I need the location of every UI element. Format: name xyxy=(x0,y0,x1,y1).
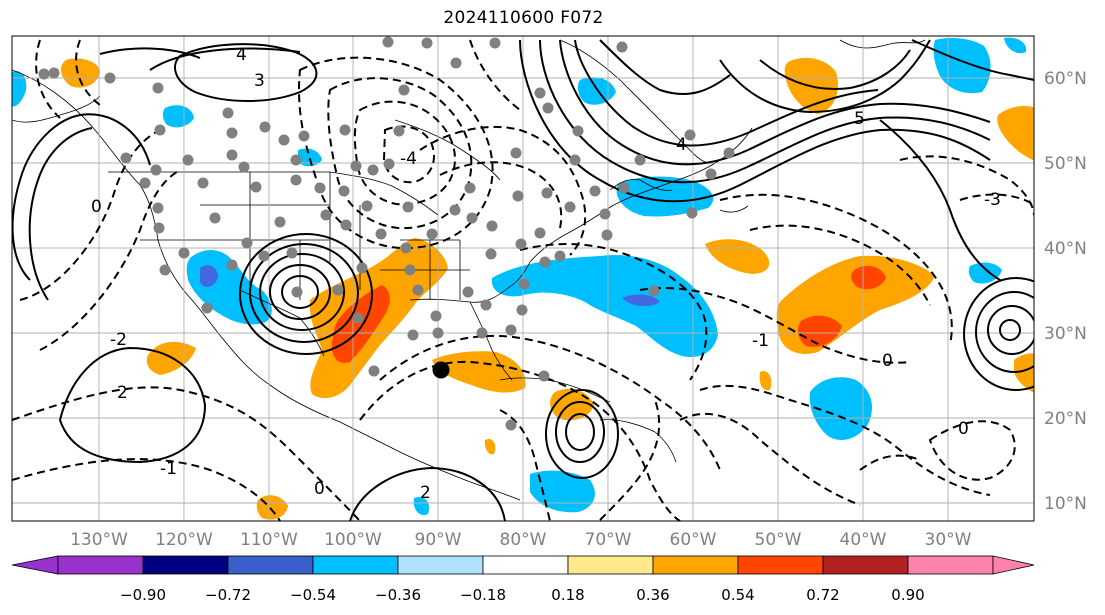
contour-label: 0 xyxy=(314,479,325,499)
positive-anomaly-region xyxy=(60,58,100,88)
colorbar-segment xyxy=(482,555,569,575)
colorbar-segment xyxy=(142,555,229,575)
positive-anomaly-region xyxy=(997,106,1034,161)
negative-anomaly-region xyxy=(1004,37,1027,54)
negative-anomaly-region xyxy=(577,77,616,105)
colorbar-tick: 0.18 xyxy=(551,586,584,604)
lon-label: 50°W xyxy=(755,530,802,550)
contour-label: 5 xyxy=(854,109,865,129)
contour-label: -2 xyxy=(110,330,127,350)
latitude-labels: 60°N 50°N 40°N 30°N 20°N 10°N xyxy=(1044,69,1087,514)
positive-anomaly-region xyxy=(432,351,526,393)
lat-label: 10°N xyxy=(1044,494,1087,514)
strong-negative-anomaly-region xyxy=(622,294,660,307)
colorbar-segment xyxy=(227,555,314,575)
colorbar-segment xyxy=(567,555,654,575)
lon-label: 30°W xyxy=(925,530,972,550)
colorbar-tick: −0.72 xyxy=(205,586,251,604)
negative-anomaly-region xyxy=(968,262,1002,284)
negative-anomaly-region xyxy=(162,105,194,128)
colorbar-segment xyxy=(312,555,399,575)
positive-anomaly-region xyxy=(1014,353,1034,393)
lon-label: 90°W xyxy=(415,530,462,550)
negative-anomaly-region xyxy=(298,148,322,167)
lon-label: 120°W xyxy=(155,530,213,550)
lat-label: 20°N xyxy=(1044,409,1087,429)
lon-label: 40°W xyxy=(840,530,887,550)
station-markers xyxy=(38,36,735,431)
colorbar-segment xyxy=(907,555,994,575)
colorbar-segment xyxy=(737,555,824,575)
negative-anomaly-region xyxy=(616,176,714,217)
contour-label: 4 xyxy=(236,45,247,65)
colorbar-tick: −0.54 xyxy=(290,586,336,604)
colorbar-tick: −0.90 xyxy=(120,586,166,604)
negative-anomaly-region xyxy=(413,496,430,516)
contour-label: 3 xyxy=(254,71,265,91)
lat-label: 40°N xyxy=(1044,239,1087,259)
contour-label: 2 xyxy=(420,483,431,503)
colorbar-segment xyxy=(822,555,909,575)
negative-anomaly-region xyxy=(491,254,718,358)
lon-label: 70°W xyxy=(585,530,632,550)
positive-anomaly-region xyxy=(759,371,772,391)
strong-negative-anomaly-region xyxy=(200,265,218,287)
lon-label: 110°W xyxy=(240,530,298,550)
lon-label: 60°W xyxy=(670,530,717,550)
colorbar-segment xyxy=(652,555,739,575)
positive-contours xyxy=(12,39,1034,521)
colorbar-lower-extension xyxy=(11,555,59,575)
map-frame xyxy=(11,35,1035,522)
contour-label: -4 xyxy=(400,149,417,169)
map-title: 2024110600 F072 xyxy=(443,8,604,28)
lon-label: 130°W xyxy=(70,530,128,550)
strong-positive-anomaly-region xyxy=(331,285,390,363)
colorbar-tick: 0.90 xyxy=(891,586,924,604)
colorbar-segment xyxy=(397,555,484,575)
contour-label: -3 xyxy=(984,190,1001,210)
lon-label: 80°W xyxy=(500,530,547,550)
colorbar-tick: −0.18 xyxy=(460,586,506,604)
colorbar-tick: 0.54 xyxy=(721,586,754,604)
strong-positive-anomaly-region xyxy=(851,265,886,290)
strong-positive-anomaly-region xyxy=(798,315,842,347)
contour-label: 0 xyxy=(882,351,893,371)
contour-label: -1 xyxy=(160,459,177,479)
lon-label: 100°W xyxy=(324,530,382,550)
longitude-labels: 130°W 120°W 110°W 100°W 90°W 80°W 70°W 6… xyxy=(70,530,972,550)
lat-label: 60°N xyxy=(1044,69,1087,89)
positive-anomaly-region xyxy=(484,438,496,455)
contour-label: 4 xyxy=(676,135,687,155)
contour-label: 0 xyxy=(91,197,102,217)
lat-label: 30°N xyxy=(1044,324,1087,344)
contour-labels: -2 2 -1 0 3 5 -1 0 0 -4 4 2 0 -3 4 xyxy=(91,45,1001,503)
colorbar-tick-labels: −0.90 −0.72 −0.54 −0.36 −0.18 0.18 0.36 … xyxy=(120,586,925,604)
colorbar-tick: −0.36 xyxy=(375,586,421,604)
colorbar-tick: 0.36 xyxy=(636,586,669,604)
colorbar-tick: 0.72 xyxy=(806,586,839,604)
colorbar-upper-extension xyxy=(992,555,1035,575)
colorbar-segment xyxy=(57,555,144,575)
lat-label: 50°N xyxy=(1044,154,1087,174)
contour-label: 2 xyxy=(117,383,128,403)
selected-point-marker xyxy=(432,361,450,379)
colorbar xyxy=(11,555,1035,575)
negative-anomaly-region xyxy=(12,70,27,107)
contour-label: -1 xyxy=(752,331,769,351)
contour-label: 0 xyxy=(958,419,969,439)
